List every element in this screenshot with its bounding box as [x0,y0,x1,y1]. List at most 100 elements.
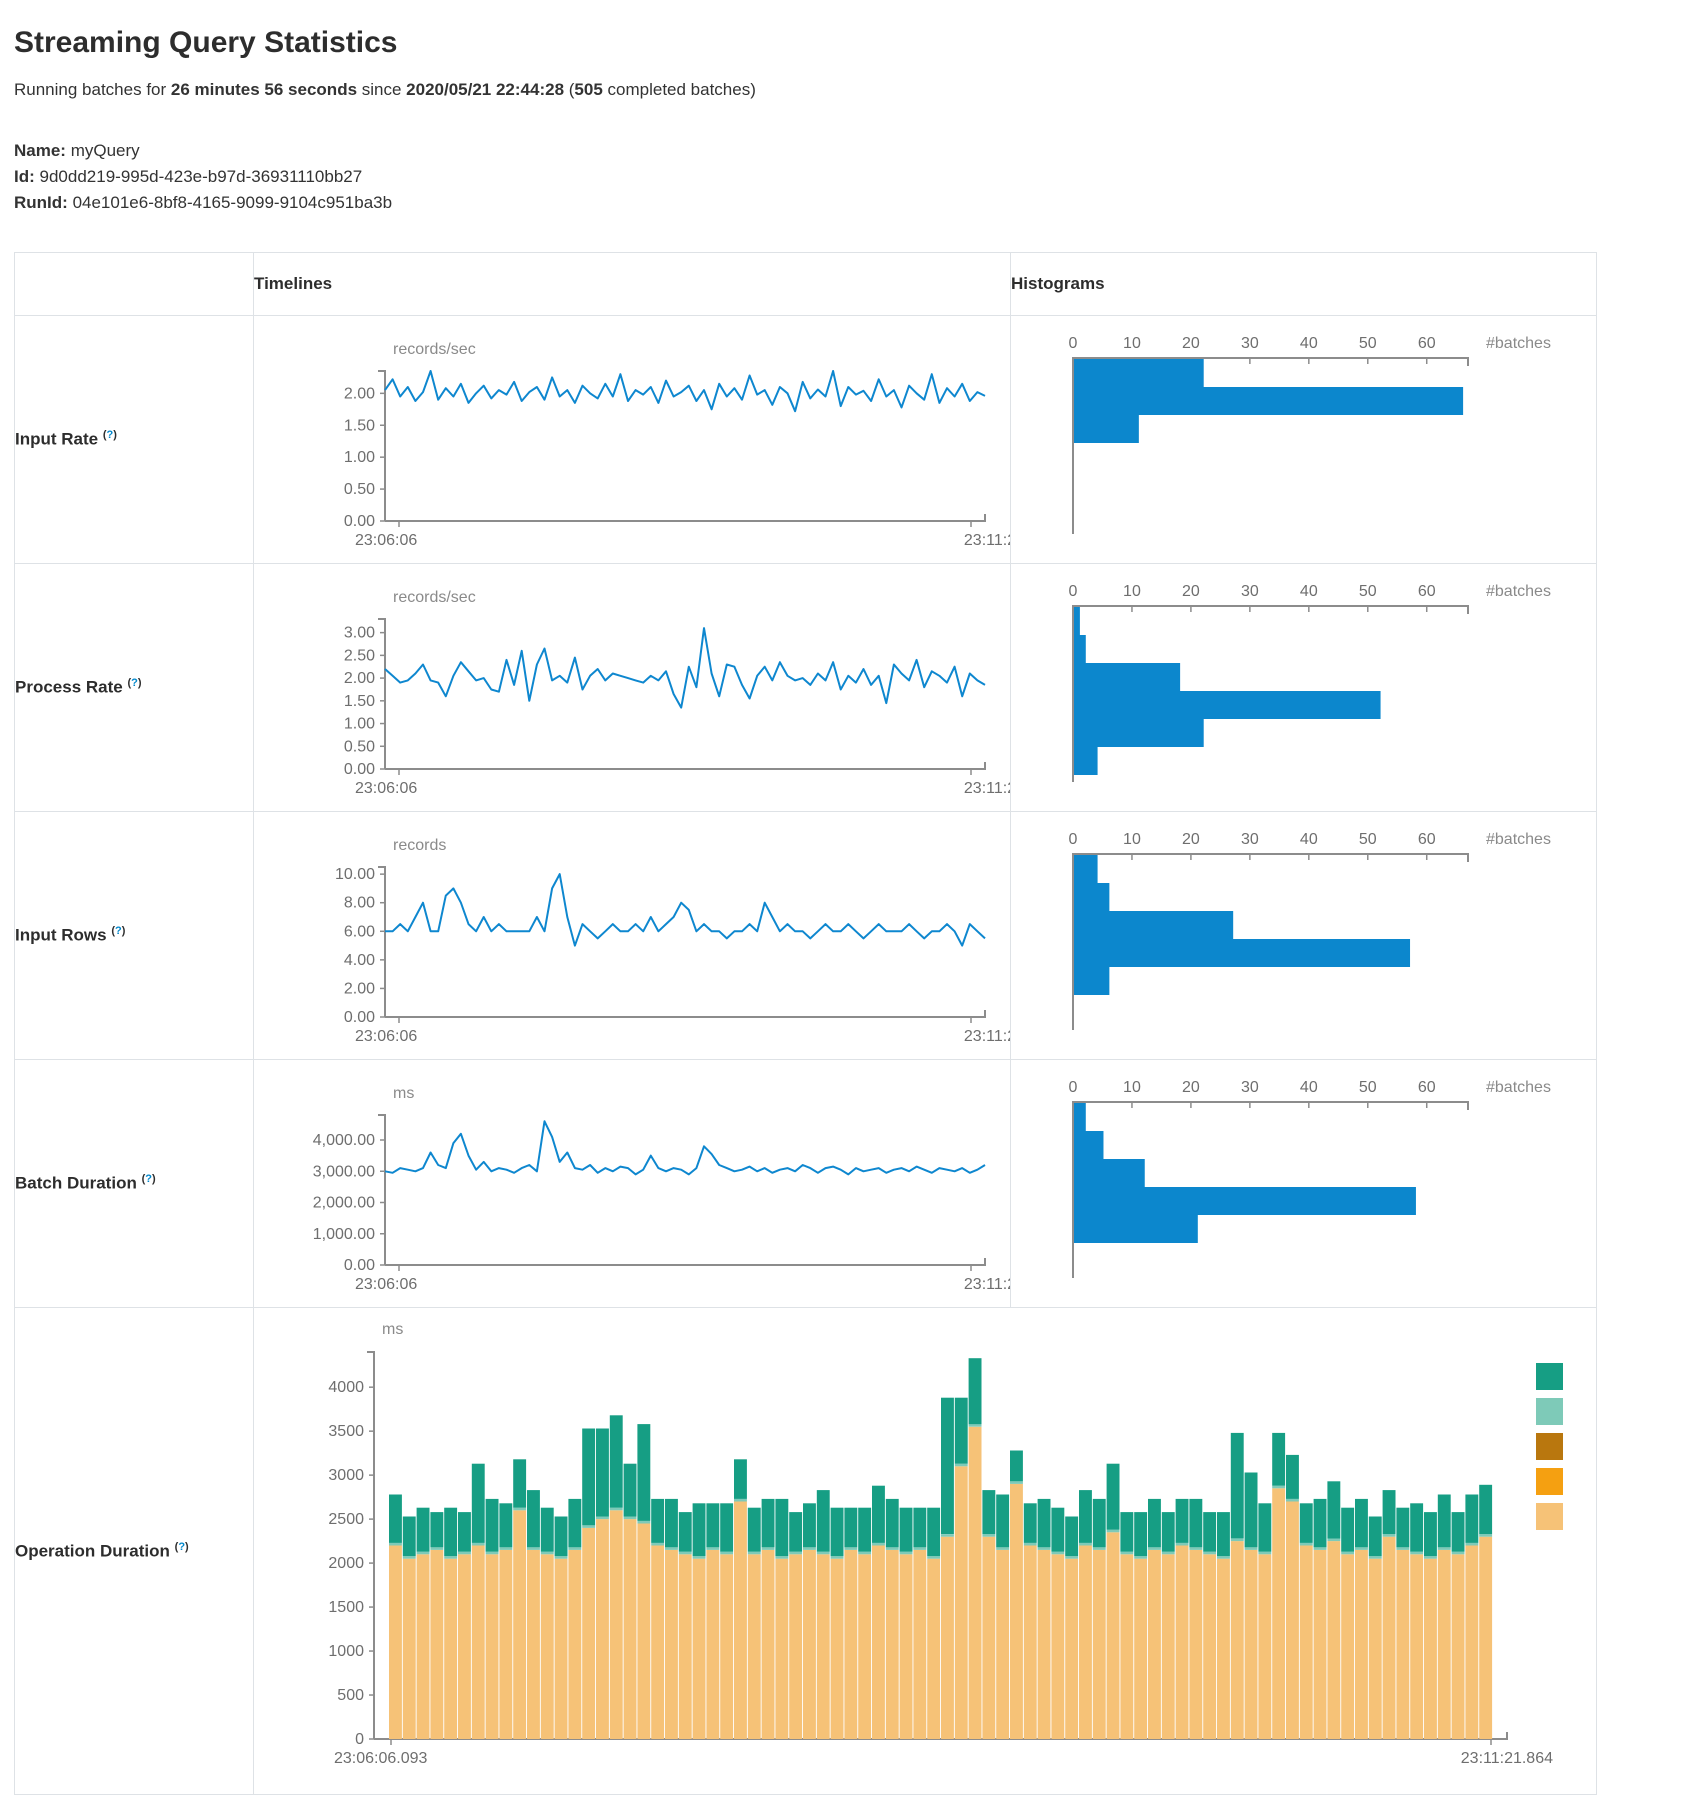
row-label-text: Input Rows [15,925,107,945]
header-timelines: Timelines [253,252,1011,316]
svg-text:40: 40 [1300,335,1318,352]
process-rate-help-icon[interactable]: (?) [127,677,142,690]
query-name-line: Name: myQuery [14,138,1693,164]
svg-text:60: 60 [1418,335,1436,352]
row-label-text: Input Rate [15,429,99,449]
batch-duration-timeline-cell: ms 0.00 1,000.00 2,000.00 3,000.00 4,000.00 23… [253,1059,1011,1308]
svg-text:2.50: 2.50 [344,647,375,664]
svg-text:20: 20 [1182,831,1200,848]
input-rows-timeline-cell: records 0.00 2.00 4.00 6.00 8.00 10.00 23:06:06… [253,811,1011,1060]
process-rate-timeline-chart: records/sec 0.00 0.50 1.00 1.50 2.00 2.50 3.00 2… [344,589,1010,797]
table-row: Input Rate (?) records/sec 0.00 0.50 1.00 1.… [14,315,1597,564]
input-rows-help-icon[interactable]: (?) [111,925,126,938]
svg-text:10: 10 [1123,583,1141,600]
query-runid-line: RunId: 04e101e6-8bf8-4165-9099-9104c951b… [14,190,1693,216]
svg-text:10: 10 [1123,831,1141,848]
svg-text:0.00: 0.00 [344,1009,375,1026]
svg-text:#batches: #batches [1486,583,1551,600]
input-rows-histogram-cell: 0 10 20 30 40 50 60 #batches [1010,811,1597,1060]
input-rate-help-icon[interactable]: (?) [102,429,117,442]
query-name-label: Name: [14,141,66,160]
svg-text:500: 500 [337,1687,364,1704]
svg-text:60: 60 [1418,831,1436,848]
svg-text:0.50: 0.50 [344,738,375,755]
svg-text:2500: 2500 [328,1511,364,1528]
svg-text:23:06:06: 23:06:06 [355,1276,417,1293]
query-name-value: myQuery [70,141,140,160]
svg-text:23:06:06: 23:06:06 [355,780,417,797]
svg-text:records/sec: records/sec [393,341,476,358]
svg-text:1.00: 1.00 [344,449,375,466]
svg-text:3,000.00: 3,000.00 [313,1163,375,1180]
svg-text:#batches: #batches [1486,1079,1551,1096]
svg-text:40: 40 [1300,1079,1318,1096]
svg-text:4.00: 4.00 [344,952,375,969]
process-rate-histogram-chart: 0 10 20 30 40 50 60 #batches [1069,583,1551,782]
svg-text:23:11:21: 23:11:21 [964,780,1010,797]
svg-text:0: 0 [1069,583,1078,600]
svg-text:30: 30 [1241,831,1259,848]
running-batches-summary: Running batches for 26 minutes 56 second… [14,80,1693,100]
svg-text:60: 60 [1418,1079,1436,1096]
batch-duration-histogram-cell: 0 10 20 30 40 50 60 #batches [1010,1059,1597,1308]
svg-text:3.00: 3.00 [344,625,375,642]
svg-text:50: 50 [1359,583,1377,600]
query-runid-value: 04e101e6-8bf8-4165-9099-9104c951ba3b [72,193,393,212]
statistics-table: Timelines Histograms Input Rate (?) reco… [14,252,1597,1795]
input-rate-histogram-cell: 0 10 20 30 40 50 60 #batches [1010,315,1597,564]
svg-text:8.00: 8.00 [344,895,375,912]
svg-text:2000: 2000 [328,1555,364,1572]
svg-text:10: 10 [1123,1079,1141,1096]
svg-text:0: 0 [1069,335,1078,352]
svg-text:30: 30 [1241,583,1259,600]
table-header-row: Timelines Histograms [14,252,1597,316]
svg-text:23:11:21: 23:11:21 [964,1276,1010,1293]
table-row: Process Rate (?) records/sec 0.00 0.50 1.00… [14,563,1597,812]
input-rate-timeline-cell: records/sec 0.00 0.50 1.00 1.50 2.00 23:06:06 2… [253,315,1011,564]
svg-text:23:06:06.093: 23:06:06.093 [334,1750,428,1767]
query-id-value: 9d0dd219-995d-423e-b97d-36931110bb27 [39,167,363,186]
row-label-input-rate: Input Rate (?) [14,315,254,564]
row-label-operation-duration: Operation Duration (?) [14,1307,254,1795]
svg-text:records: records [393,837,446,854]
svg-text:3000: 3000 [328,1467,364,1484]
svg-text:2.00: 2.00 [344,670,375,687]
row-label-batch-duration: Batch Duration (?) [14,1059,254,1308]
summary-mid: since [357,80,407,99]
header-empty-cell [14,252,254,316]
batch-duration-timeline-chart: ms 0.00 1,000.00 2,000.00 3,000.00 4,000.00 23… [313,1085,1010,1293]
batch-duration-help-icon[interactable]: (?) [141,1173,156,1186]
svg-text:4000: 4000 [328,1379,364,1396]
input-rate-timeline-chart: records/sec 0.00 0.50 1.00 1.50 2.00 23:06:06 2… [344,341,1010,549]
svg-text:0.00: 0.00 [344,1257,375,1274]
svg-text:40: 40 [1300,831,1318,848]
query-id-line: Id: 9d0dd219-995d-423e-b97d-36931110bb27 [14,164,1693,190]
header-histograms: Histograms [1010,252,1597,316]
svg-text:records/sec: records/sec [393,589,476,606]
svg-text:0: 0 [355,1731,364,1748]
summary-batch-count: 505 [574,80,603,99]
svg-text:ms: ms [382,1321,403,1338]
svg-text:1.50: 1.50 [344,693,375,710]
svg-text:10.00: 10.00 [335,866,375,883]
svg-text:20: 20 [1182,583,1200,600]
summary-prefix: Running batches for [14,80,171,99]
svg-text:50: 50 [1359,335,1377,352]
svg-text:3500: 3500 [328,1423,364,1440]
operation-duration-chart: ms 0 500 1000 1500 2000 2500 3000 3500 4000 23:06:… [328,1321,1563,1767]
svg-text:1.50: 1.50 [344,417,375,434]
batch-duration-histogram-chart: 0 10 20 30 40 50 60 #batches [1069,1079,1551,1278]
svg-text:50: 50 [1359,1079,1377,1096]
svg-text:2.00: 2.00 [344,385,375,402]
query-runid-label: RunId: [14,193,68,212]
svg-text:1,000.00: 1,000.00 [313,1226,375,1243]
svg-text:23:06:06: 23:06:06 [355,532,417,549]
svg-text:20: 20 [1182,1079,1200,1096]
svg-text:2,000.00: 2,000.00 [313,1195,375,1212]
operation-duration-help-icon[interactable]: (?) [174,1540,189,1553]
svg-text:ms: ms [393,1085,414,1102]
input-rows-histogram-chart: 0 10 20 30 40 50 60 #batches [1069,831,1551,1030]
svg-text:1000: 1000 [328,1643,364,1660]
svg-text:0.50: 0.50 [344,481,375,498]
svg-text:0.00: 0.00 [344,761,375,778]
